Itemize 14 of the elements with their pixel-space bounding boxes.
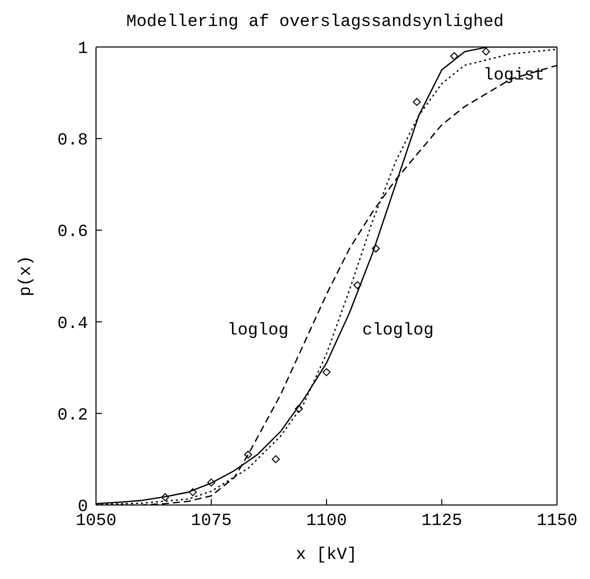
- x-tick-label: 1075: [190, 512, 232, 532]
- y-tick-label: 0.8: [57, 132, 88, 151]
- annotation: loglog: [227, 322, 289, 340]
- x-axis-title: x [kV]: [296, 546, 358, 565]
- y-tick-label: 1: [78, 40, 88, 60]
- x-tick-label: 1125: [421, 512, 462, 532]
- annotation: cloglog: [362, 322, 434, 340]
- y-tick-label: 0.6: [57, 223, 88, 242]
- y-tick-label: 0.4: [57, 314, 88, 334]
- x-tick-label: 1100: [306, 512, 347, 532]
- y-axis-title: p(x): [17, 256, 36, 296]
- y-tick-label: 0.2: [57, 406, 88, 426]
- chart-title: Modellering af overslagssandsynlighed: [125, 12, 505, 34]
- x-tick-label: 1150: [536, 512, 578, 532]
